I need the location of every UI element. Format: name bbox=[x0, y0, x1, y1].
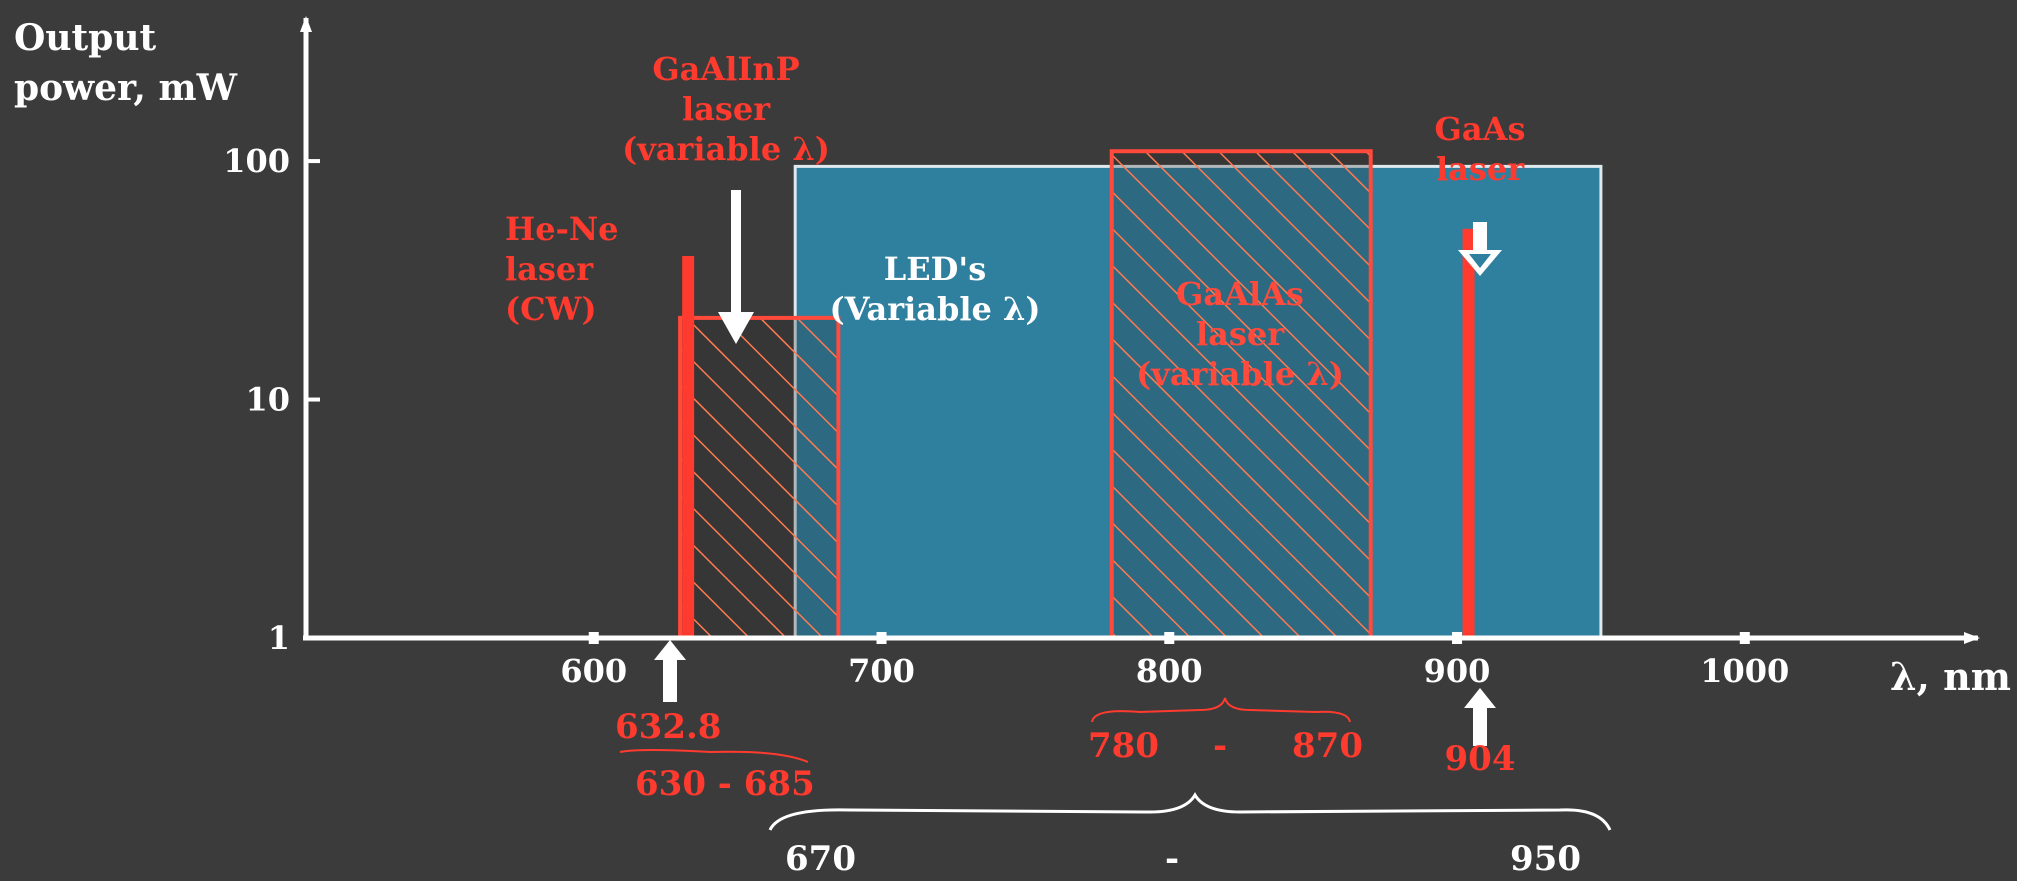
y-axis-label-line2: power, mW bbox=[14, 67, 238, 109]
label-gaas-line1: GaAs bbox=[1435, 110, 1526, 148]
label-hene-line1: He-Ne bbox=[505, 210, 618, 248]
x-tick-label-800: 800 bbox=[1136, 652, 1203, 690]
annotation-led-dash: - bbox=[1165, 839, 1179, 877]
label-gaas: GaAs laser bbox=[1435, 110, 1526, 188]
line-gaas-laser bbox=[1462, 228, 1475, 639]
label-gaalinp: GaAlInP laser (variable λ) bbox=[622, 50, 830, 168]
x-ticks: 600 700 800 900 1000 bbox=[560, 632, 1789, 690]
x-tick-mark-600 bbox=[588, 632, 599, 644]
bar-gaalinp-laser-variable-hatch bbox=[680, 317, 839, 638]
brace-gaalinp bbox=[619, 749, 809, 763]
bar-gaalinp-laser-variable bbox=[678, 315, 841, 640]
x-tick-mark-900 bbox=[1452, 632, 1463, 644]
y-tick-label-100: 100 bbox=[223, 142, 290, 180]
x-tick-mark-1000 bbox=[1739, 632, 1750, 644]
annotation-gaalas-start: 780 bbox=[1088, 726, 1159, 766]
annotation-led-start: 670 bbox=[785, 839, 856, 877]
y-ticks: 1 10 100 bbox=[223, 142, 320, 657]
y-axis-label-line1: Output bbox=[14, 17, 157, 59]
label-gaas-line2: laser bbox=[1436, 150, 1525, 188]
label-led-line2: (Variable λ) bbox=[829, 290, 1040, 328]
x-tick-label-1000: 1000 bbox=[1700, 652, 1789, 690]
label-gaalinp-line3: (variable λ) bbox=[622, 130, 830, 168]
bar-gaalas-laser-variable-hatch bbox=[1111, 151, 1371, 638]
label-led: LED's (Variable λ) bbox=[829, 250, 1040, 328]
label-hene-line2: laser bbox=[505, 250, 594, 288]
label-hene-line3: (CW) bbox=[505, 290, 597, 328]
annotation-gaalinp-range: 630 - 685 bbox=[635, 764, 815, 804]
label-led-line1: LED's bbox=[884, 250, 986, 288]
y-tick-label-1: 1 bbox=[268, 619, 290, 657]
label-hene: He-Ne laser (CW) bbox=[505, 210, 618, 328]
arrow-gaalinp bbox=[718, 190, 754, 344]
annotation-gaas-wavelength: 904 bbox=[1445, 739, 1516, 779]
x-tick-mark-800 bbox=[1164, 632, 1175, 644]
arrow-gaas bbox=[1458, 222, 1502, 276]
brace-led bbox=[768, 792, 1612, 831]
annotation-gaalas-dash: - bbox=[1213, 726, 1227, 766]
label-gaalas-line1: GaAlAs bbox=[1176, 275, 1304, 313]
annotation-hene-wavelength: 632.8 bbox=[615, 707, 721, 747]
brace-gaalas bbox=[1091, 697, 1351, 723]
x-tick-label-900: 900 bbox=[1424, 652, 1491, 690]
y-tick-label-10: 10 bbox=[245, 381, 290, 419]
x-tick-mark-700 bbox=[876, 632, 887, 644]
arrow-gaas-up bbox=[1464, 688, 1496, 746]
label-gaalas: GaAlAs laser (variable λ) bbox=[1136, 275, 1344, 393]
label-gaalinp-line2: laser bbox=[682, 90, 771, 128]
label-gaalinp-line1: GaAlInP bbox=[652, 50, 799, 88]
annotation-gaalas-end: 870 bbox=[1292, 726, 1363, 766]
x-tick-label-700: 700 bbox=[848, 652, 915, 690]
x-tick-label-600: 600 bbox=[560, 652, 627, 690]
label-gaalas-line3: (variable λ) bbox=[1136, 355, 1344, 393]
label-gaalas-line2: laser bbox=[1196, 315, 1285, 353]
bar-gaalas-laser-variable bbox=[1109, 149, 1373, 640]
line-he-ne-laser-cw bbox=[682, 255, 695, 638]
annotation-led-end: 950 bbox=[1510, 839, 1581, 877]
chart-marks bbox=[678, 149, 1603, 640]
arrow-hene-up bbox=[654, 640, 686, 702]
x-axis-label: λ, nm bbox=[1890, 654, 2011, 699]
